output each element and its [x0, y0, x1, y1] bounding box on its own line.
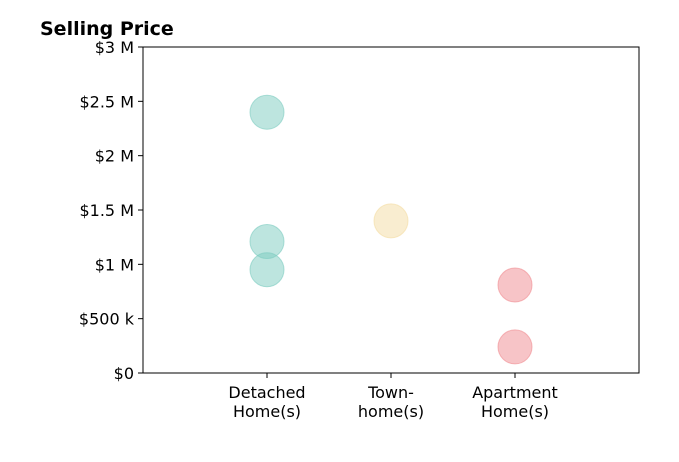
- y-tick-label: $2 M: [95, 147, 134, 166]
- data-point: [249, 252, 285, 288]
- x-tick-label: Town-home(s): [358, 383, 424, 421]
- x-tick-label: Detached Home(s): [228, 383, 305, 421]
- data-points: [249, 94, 533, 365]
- x-tick-label-line: Town-: [367, 383, 414, 402]
- y-tick-label: $0: [114, 364, 134, 383]
- y-tick-label: $3 M: [95, 38, 134, 57]
- data-point: [497, 329, 533, 365]
- data-point: [497, 267, 533, 303]
- y-axis: $0 $500 k $1 M $1.5 M $2 M $2.5 M $3 M: [79, 38, 143, 383]
- chart-title: Selling Price: [40, 18, 174, 40]
- y-tick-label: $1 M: [95, 255, 134, 274]
- data-point: [373, 203, 409, 239]
- x-tick-label-line: Home(s): [233, 402, 301, 421]
- y-tick-label: $2.5 M: [79, 92, 134, 111]
- y-tick-label: $1.5 M: [79, 201, 134, 220]
- x-tick-label-line: Home(s): [481, 402, 549, 421]
- data-point: [249, 94, 285, 130]
- x-tick-label-line: Apartment: [472, 383, 558, 402]
- x-axis: Detached Home(s)Town-home(s)Apartment Home…: [228, 373, 558, 421]
- x-tick-label-line: home(s): [358, 402, 424, 421]
- y-tick-label: $500 k: [79, 310, 135, 329]
- x-tick-label-line: Detached: [228, 383, 305, 402]
- x-tick-label: Apartment Home(s): [472, 383, 558, 421]
